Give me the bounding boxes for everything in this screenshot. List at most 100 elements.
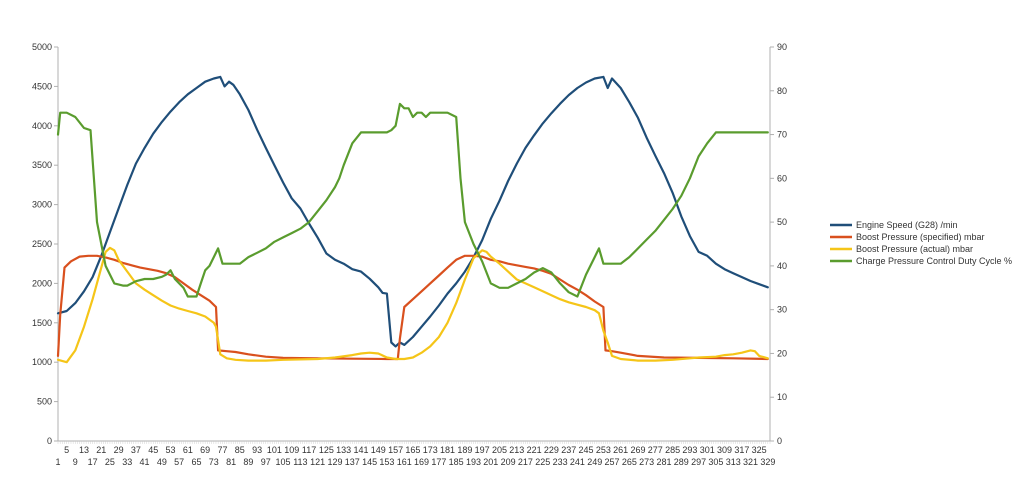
- x-tick-label: 29: [114, 445, 124, 455]
- x-tick-label: 1: [55, 457, 60, 467]
- x-tick-label: 177: [431, 457, 446, 467]
- x-tick-label: 225: [535, 457, 550, 467]
- x-tick-label: 301: [700, 445, 715, 455]
- x-tick-label: 13: [79, 445, 89, 455]
- x-tick-label: 121: [310, 457, 325, 467]
- left-tick-label: 1000: [32, 357, 52, 367]
- x-tick-label: 273: [639, 457, 654, 467]
- x-tick-label: 85: [235, 445, 245, 455]
- x-tick-label: 245: [579, 445, 594, 455]
- left-tick-label: 5000: [32, 42, 52, 52]
- x-tick-label: 189: [457, 445, 472, 455]
- x-tick-label: 89: [243, 457, 253, 467]
- left-tick-label: 3500: [32, 160, 52, 170]
- x-tick-label: 65: [191, 457, 201, 467]
- x-tick-label: 9: [73, 457, 78, 467]
- x-tick-label: 277: [648, 445, 663, 455]
- x-tick-label: 317: [734, 445, 749, 455]
- legend-label: Engine Speed (G28) /min: [856, 220, 958, 230]
- x-tick-label: 45: [148, 445, 158, 455]
- legend-label: Boost Pressure (specified) mbar: [856, 232, 985, 242]
- x-tick-label: 81: [226, 457, 236, 467]
- x-tick-label: 233: [553, 457, 568, 467]
- x-tick-label: 69: [200, 445, 210, 455]
- left-y-axis: 0 500 1000 1500 2000 2500 3000 3500 4000 4500 5000: [32, 42, 59, 446]
- x-tick-label: 57: [174, 457, 184, 467]
- legend: Engine Speed (G28) /min Boost Pressure (s…: [830, 220, 1012, 266]
- left-tick-label: 2500: [32, 239, 52, 249]
- right-tick-label: 10: [777, 392, 787, 402]
- x-tick-label: 61: [183, 445, 193, 455]
- x-tick-label: 137: [345, 457, 360, 467]
- x-tick-label: 321: [743, 457, 758, 467]
- x-tick-label: 165: [405, 445, 420, 455]
- left-tick-label: 500: [37, 397, 52, 407]
- x-tick-label: 313: [726, 457, 741, 467]
- legend-label: Charge Pressure Control Duty Cycle %: [856, 256, 1012, 266]
- x-tick-label: 157: [388, 445, 403, 455]
- x-tick-label: 33: [122, 457, 132, 467]
- left-tick-label: 1500: [32, 318, 52, 328]
- series-layer: [56, 75, 769, 364]
- x-tick-label: 73: [209, 457, 219, 467]
- x-tick-label: 309: [717, 445, 732, 455]
- right-tick-label: 60: [777, 173, 787, 183]
- x-tick-label: 145: [362, 457, 377, 467]
- x-tick-label: 173: [423, 445, 438, 455]
- x-tick-label: 149: [371, 445, 386, 455]
- x-tick-label: 113: [293, 457, 307, 467]
- right-tick-label: 50: [777, 217, 787, 227]
- x-tick-label: 133: [336, 445, 351, 455]
- x-tick-label: 193: [466, 457, 481, 467]
- x-tick-label: 185: [449, 457, 464, 467]
- left-tick-label: 4500: [32, 81, 52, 91]
- x-tick-label: 93: [252, 445, 262, 455]
- right-tick-label: 70: [777, 130, 787, 140]
- x-tick-label: 49: [157, 457, 167, 467]
- x-tick-label: 269: [630, 445, 645, 455]
- x-tick-label: 289: [674, 457, 689, 467]
- x-tick-label: 241: [570, 457, 585, 467]
- x-tick-label: 213: [509, 445, 524, 455]
- x-tick-label: 293: [682, 445, 697, 455]
- x-tick-label: 5: [64, 445, 69, 455]
- x-tick-label: 109: [284, 445, 299, 455]
- x-tick-label: 197: [475, 445, 490, 455]
- x-tick-label: 261: [613, 445, 628, 455]
- x-tick-label: 209: [501, 457, 516, 467]
- right-tick-label: 30: [777, 305, 787, 315]
- left-tick-label: 0: [47, 436, 52, 446]
- x-tick-label: 181: [440, 445, 455, 455]
- x-tick-label: 265: [622, 457, 637, 467]
- x-tick-label: 105: [276, 457, 291, 467]
- x-tick-label: 297: [691, 457, 706, 467]
- x-tick-label: 237: [561, 445, 576, 455]
- left-tick-label: 3000: [32, 200, 52, 210]
- x-tick-label: 41: [140, 457, 150, 467]
- x-tick-label: 285: [665, 445, 680, 455]
- x-tick-label: 77: [217, 445, 227, 455]
- x-tick-label: 229: [544, 445, 559, 455]
- right-tick-label: 0: [777, 436, 782, 446]
- x-tick-label: 25: [105, 457, 115, 467]
- x-tick-label: 249: [587, 457, 602, 467]
- right-tick-label: 80: [777, 86, 787, 96]
- x-tick-label: 117: [302, 445, 316, 455]
- x-tick-label: 305: [708, 457, 723, 467]
- x-tick-label: 17: [88, 457, 98, 467]
- right-y-axis: 0 10 20 30 40 50 60 70 80 90: [769, 42, 787, 446]
- x-tick-label: 21: [96, 445, 106, 455]
- x-tick-label: 161: [397, 457, 412, 467]
- x-tick-label: 169: [414, 457, 429, 467]
- left-tick-label: 2000: [32, 278, 52, 288]
- right-tick-label: 20: [777, 348, 787, 358]
- series-line-2: [56, 254, 769, 361]
- left-tick-label: 4000: [32, 121, 52, 131]
- x-tick-label: 325: [752, 445, 767, 455]
- series-line-3: [56, 246, 769, 364]
- x-tick-label: 221: [527, 445, 542, 455]
- right-tick-label: 40: [777, 261, 787, 271]
- x-tick-label: 125: [319, 445, 334, 455]
